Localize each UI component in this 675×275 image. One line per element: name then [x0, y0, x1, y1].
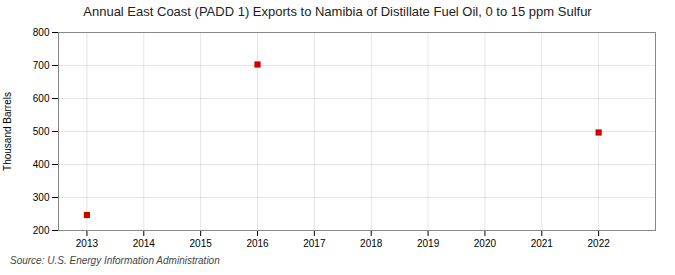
html-text:Annual East Coast (PADD 1) Exp: Annual East Coast (PADD 1) Exports to Na… [83, 4, 592, 19]
svg-text:800: 800 [33, 27, 50, 38]
svg-text:400: 400 [33, 159, 50, 170]
svg-text:2019: 2019 [417, 238, 440, 249]
svg-text:200: 200 [33, 225, 50, 236]
svg-text:300: 300 [33, 192, 50, 203]
svg-text:700: 700 [33, 60, 50, 71]
svg-text:500: 500 [33, 126, 50, 137]
html-text:Source: U.S. Energy Informatio: Source: U.S. Energy Information Administ… [10, 255, 220, 266]
svg-text:2018: 2018 [360, 238, 383, 249]
svg-text:Thousand Barrels: Thousand Barrels [2, 92, 13, 171]
svg-text:2014: 2014 [133, 238, 156, 249]
svg-text:2021: 2021 [531, 238, 554, 249]
svg-text:2013: 2013 [76, 238, 99, 249]
svg-text:2016: 2016 [246, 238, 269, 249]
svg-text:600: 600 [33, 93, 50, 104]
svg-text:2015: 2015 [190, 238, 213, 249]
svg-text:2022: 2022 [588, 238, 611, 249]
svg-text:2020: 2020 [474, 238, 497, 249]
svg-text:2017: 2017 [303, 238, 326, 249]
